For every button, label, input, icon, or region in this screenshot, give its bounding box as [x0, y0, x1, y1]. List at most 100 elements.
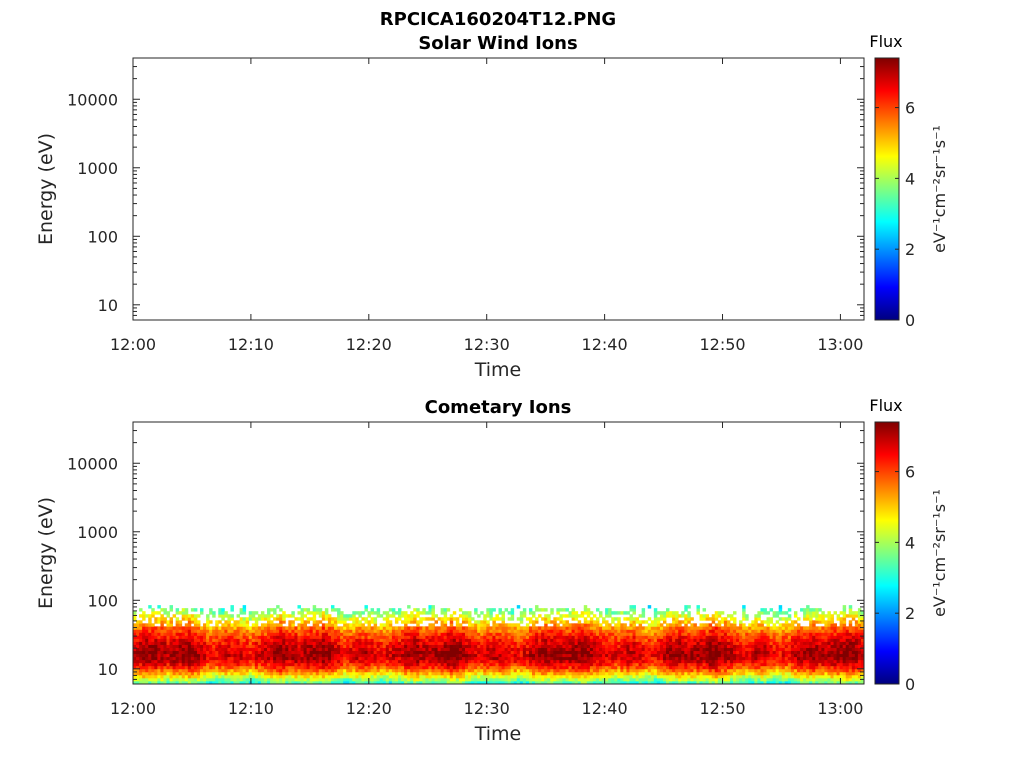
heatmap-cell	[212, 656, 216, 661]
heatmap-cell	[260, 644, 265, 648]
heatmap-cell	[611, 611, 615, 615]
heatmap-cell	[437, 659, 442, 664]
heatmap-cell	[355, 635, 359, 639]
heatmap-cell	[343, 653, 347, 658]
heatmap-cell	[553, 635, 557, 639]
heatmap-cell	[675, 620, 679, 624]
heatmap-cell	[544, 677, 548, 682]
heatmap-cell	[532, 647, 536, 652]
heatmap-cell	[233, 626, 237, 630]
heatmap-cell	[166, 644, 170, 648]
heatmap-cell	[632, 650, 636, 655]
heatmap-cell	[787, 632, 792, 636]
heatmap-cell	[720, 650, 725, 655]
heatmap-cell	[391, 653, 396, 658]
heatmap-cell	[330, 608, 335, 612]
heatmap-cell	[224, 644, 228, 648]
heatmap-cell	[544, 653, 548, 658]
heatmap-cell	[599, 662, 603, 667]
heatmap-cell	[678, 647, 682, 652]
heatmap-cell	[254, 671, 259, 676]
heatmap-cell	[291, 668, 295, 673]
heatmap-cell	[754, 614, 758, 618]
heatmap-cell	[465, 626, 469, 630]
heatmap-cell	[483, 617, 487, 621]
heatmap-cell	[306, 635, 311, 639]
heatmap-cell	[294, 668, 298, 673]
heatmap-cell	[599, 647, 603, 652]
heatmap-cell	[547, 632, 551, 636]
heatmap-cell	[397, 647, 402, 652]
heatmap-cell	[410, 629, 414, 633]
heatmap-cell	[416, 608, 420, 612]
heatmap-cell	[608, 665, 612, 670]
heatmap-cell	[370, 632, 375, 636]
heatmap-cell	[145, 674, 149, 679]
heatmap-cell	[617, 635, 621, 639]
heatmap-cell	[659, 674, 664, 679]
heatmap-cell	[586, 680, 591, 685]
heatmap-cell	[297, 650, 301, 655]
heatmap-cell	[215, 668, 219, 673]
heatmap-cell	[547, 668, 551, 673]
heatmap-cell	[297, 617, 301, 621]
heatmap-cell	[340, 620, 344, 624]
heatmap-cell	[729, 653, 734, 658]
heatmap-cell	[690, 629, 694, 633]
heatmap-cell	[458, 638, 463, 642]
heatmap-cell	[696, 605, 700, 609]
heatmap-cell	[340, 680, 344, 685]
heatmap-cell	[486, 659, 490, 664]
heatmap-cell	[574, 656, 579, 661]
heatmap-cell	[733, 680, 737, 685]
heatmap-cell	[733, 620, 737, 624]
heatmap-cell	[142, 626, 146, 630]
heatmap-cell	[324, 650, 329, 655]
heatmap-cell	[367, 635, 371, 639]
heatmap-cell	[294, 659, 298, 664]
heatmap-cell	[327, 662, 332, 667]
heatmap-cell	[315, 674, 320, 679]
heatmap-cell	[486, 674, 490, 679]
heatmap-cell	[748, 665, 752, 670]
heatmap-cell	[519, 674, 524, 679]
heatmap-cell	[562, 665, 566, 670]
heatmap-cell	[471, 647, 475, 652]
heatmap-cell	[662, 662, 667, 667]
heatmap-cell	[367, 626, 371, 630]
heatmap-cell	[142, 656, 146, 661]
heatmap-cell	[592, 677, 597, 682]
heatmap-cell	[745, 614, 749, 618]
heatmap-cell	[513, 659, 518, 664]
heatmap-cell	[784, 617, 789, 621]
heatmap-cell	[583, 617, 588, 621]
heatmap-cell	[474, 626, 478, 630]
heatmap-cell	[675, 653, 679, 658]
heatmap-cell	[611, 656, 615, 661]
heatmap-cell	[638, 656, 643, 661]
heatmap-cell	[413, 668, 417, 673]
heatmap-cell	[468, 617, 472, 621]
heatmap-cell	[303, 671, 308, 676]
heatmap-cell	[568, 680, 572, 685]
heatmap-cell	[239, 662, 244, 667]
heatmap-cell	[142, 629, 146, 633]
heatmap-cell	[672, 641, 676, 645]
heatmap-cell	[209, 638, 213, 642]
heatmap-cell	[200, 668, 204, 673]
heatmap-cell	[550, 650, 554, 655]
heatmap-cell	[200, 626, 204, 630]
heatmap-cell	[733, 635, 737, 639]
heatmap-cell	[736, 641, 740, 645]
heatmap-cell	[428, 671, 432, 676]
heatmap-cell	[160, 650, 164, 655]
heatmap-cell	[489, 674, 493, 679]
heatmap-cell	[766, 638, 770, 642]
heatmap-cell	[142, 638, 146, 642]
heatmap-cell	[254, 680, 259, 685]
heatmap-cell	[461, 656, 466, 661]
heatmap-cell	[291, 656, 295, 661]
heatmap-cell	[352, 632, 356, 636]
heatmap-cell	[775, 671, 780, 676]
